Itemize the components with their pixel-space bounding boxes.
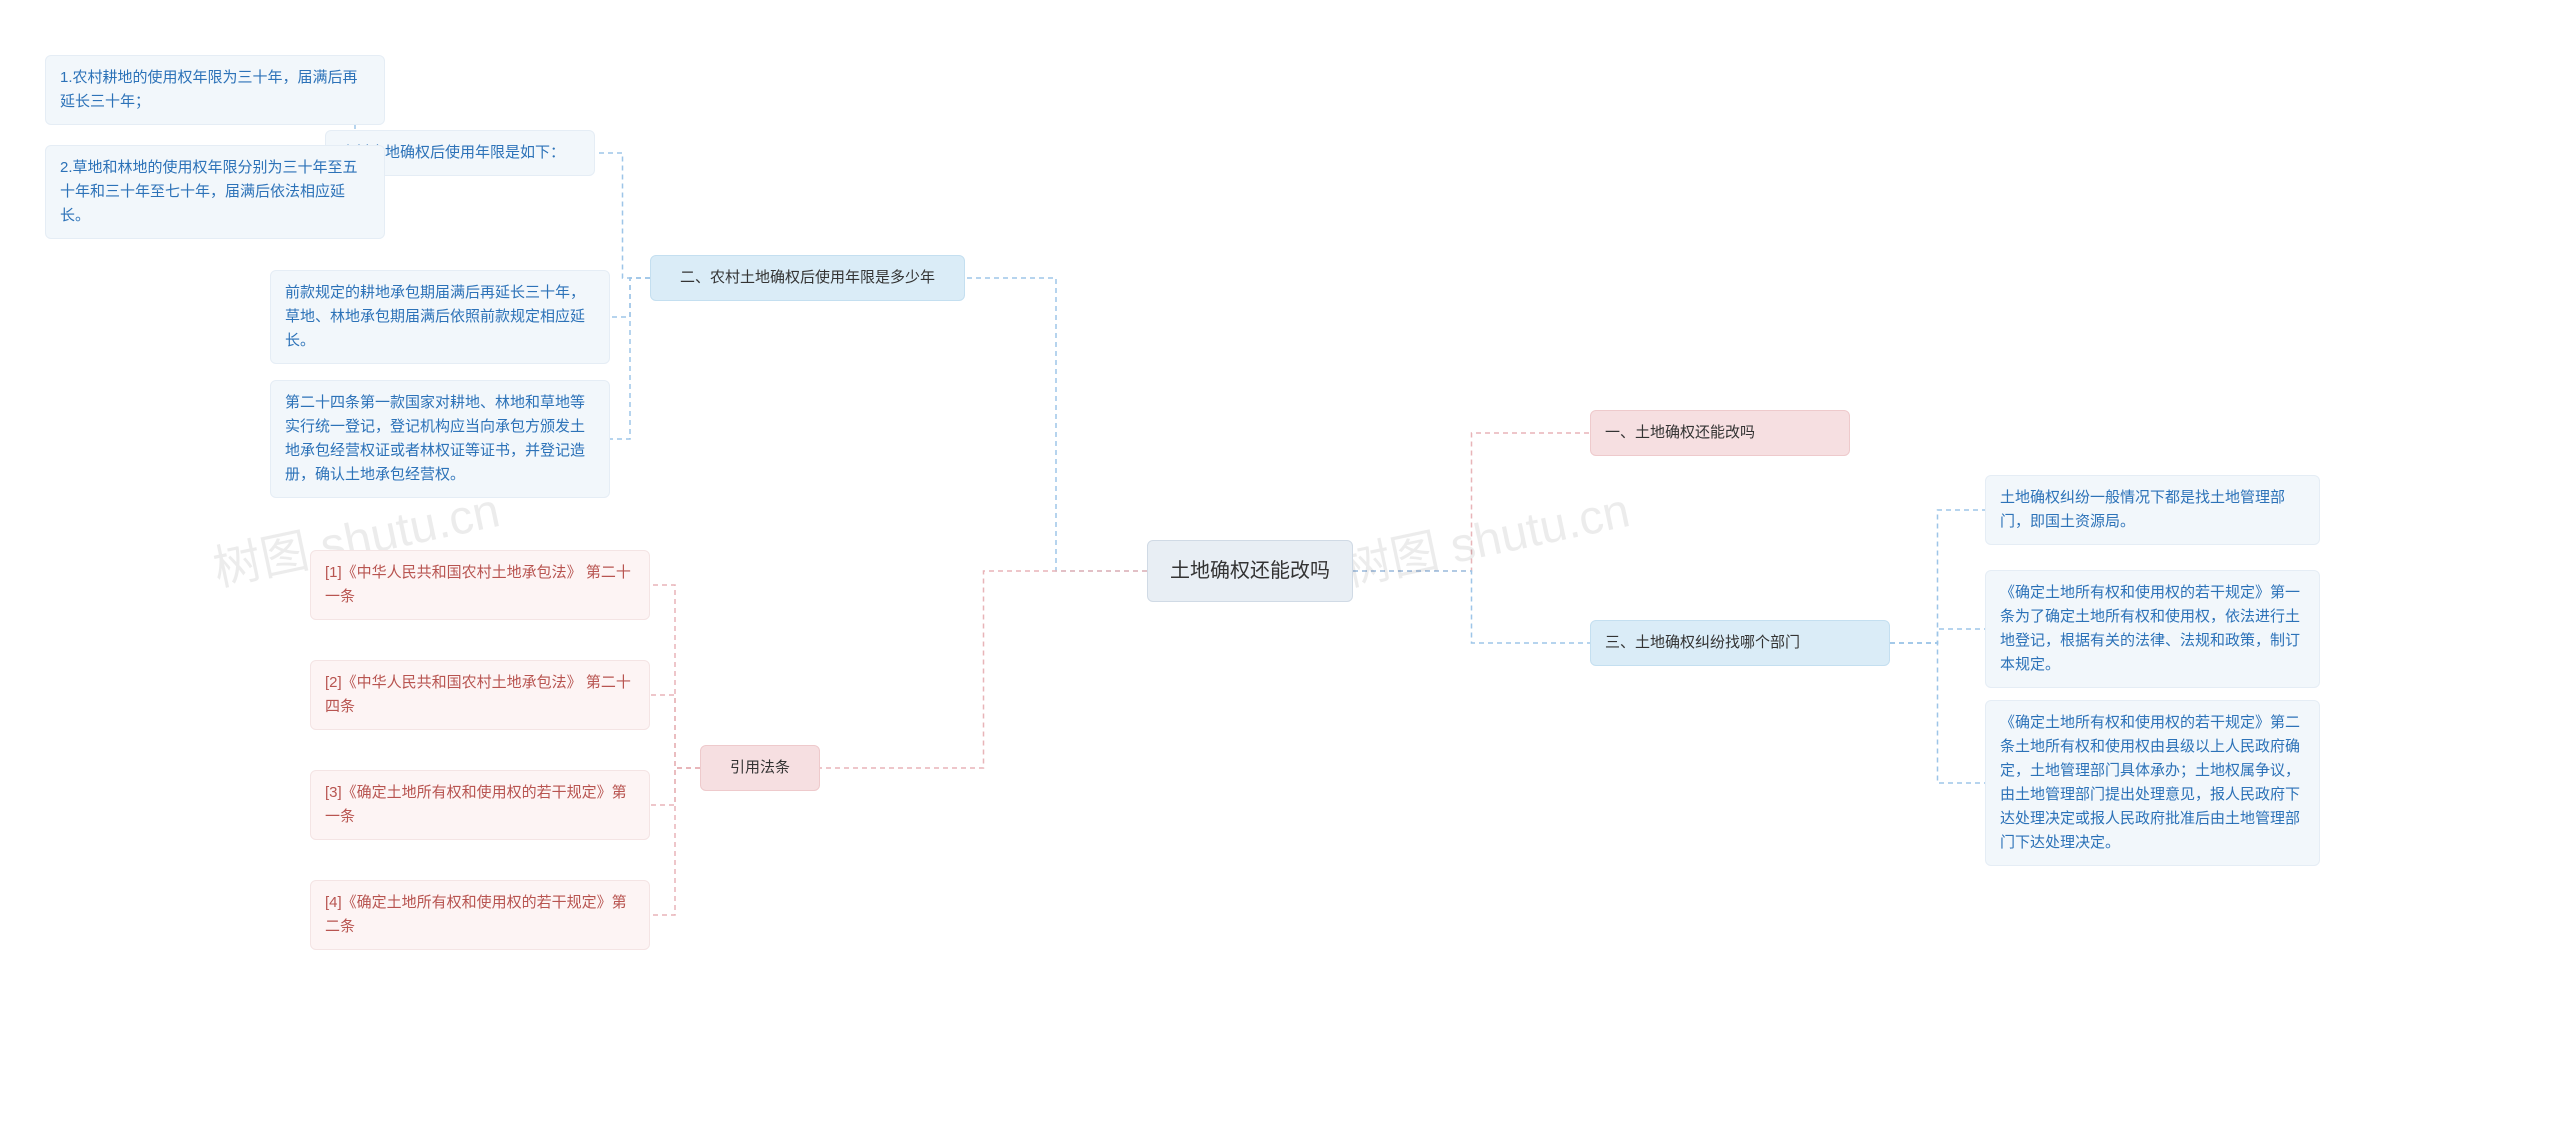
branch-1-label: 一、土地确权还能改吗 xyxy=(1605,424,1755,441)
cite-child-1-text: [2]《中华人民共和国农村土地承包法》 第二十四条 xyxy=(325,674,631,715)
branch-2-label: 二、农村土地确权后使用年限是多少年 xyxy=(680,269,935,286)
root-label: 土地确权还能改吗 xyxy=(1170,560,1330,582)
branch-2-sub-child-0-text: 1.农村耕地的使用权年限为三十年，届满后再延长三十年； xyxy=(60,69,358,110)
branch-2-child-0: 前款规定的耕地承包期届满后再延长三十年，草地、林地承包期届满后依照前款规定相应延… xyxy=(270,270,610,364)
cite-child-2: [3]《确定土地所有权和使用权的若干规定》第一条 xyxy=(310,770,650,840)
branch-3-child-1: 《确定土地所有权和使用权的若干规定》第一条为了确定土地所有权和使用权，依法进行土… xyxy=(1985,570,2320,688)
cite-child-0-text: [1]《中华人民共和国农村土地承包法》 第二十一条 xyxy=(325,564,631,605)
branch-2[interactable]: 二、农村土地确权后使用年限是多少年 xyxy=(650,255,965,301)
branch-3[interactable]: 三、土地确权纠纷找哪个部门 xyxy=(1590,620,1890,666)
branch-2-sub-child-1: 2.草地和林地的使用权年限分别为三十年至五十年和三十年至七十年，届满后依法相应延… xyxy=(45,145,385,239)
branch-2-child-0-text: 前款规定的耕地承包期届满后再延长三十年，草地、林地承包期届满后依照前款规定相应延… xyxy=(285,284,585,349)
branch-3-child-0: 土地确权纠纷一般情况下都是找土地管理部门，即国土资源局。 xyxy=(1985,475,2320,545)
branch-2-child-1-text: 第二十四条第一款国家对耕地、林地和草地等实行统一登记，登记机构应当向承包方颁发土… xyxy=(285,394,585,483)
root-node[interactable]: 土地确权还能改吗 xyxy=(1147,540,1353,602)
branch-cite-label: 引用法条 xyxy=(730,759,790,776)
cite-child-3: [4]《确定土地所有权和使用权的若干规定》第二条 xyxy=(310,880,650,950)
cite-child-3-text: [4]《确定土地所有权和使用权的若干规定》第二条 xyxy=(325,894,627,935)
cite-child-0: [1]《中华人民共和国农村土地承包法》 第二十一条 xyxy=(310,550,650,620)
cite-child-1: [2]《中华人民共和国农村土地承包法》 第二十四条 xyxy=(310,660,650,730)
branch-cite[interactable]: 引用法条 xyxy=(700,745,820,791)
branch-3-child-2: 《确定土地所有权和使用权的若干规定》第二条土地所有权和使用权由县级以上人民政府确… xyxy=(1985,700,2320,866)
cite-child-2-text: [3]《确定土地所有权和使用权的若干规定》第一条 xyxy=(325,784,627,825)
watermark-2: 树图 shutu.cn xyxy=(1336,471,1635,600)
branch-2-sub-child-0: 1.农村耕地的使用权年限为三十年，届满后再延长三十年； xyxy=(45,55,385,125)
branch-3-child-2-text: 《确定土地所有权和使用权的若干规定》第二条土地所有权和使用权由县级以上人民政府确… xyxy=(2000,714,2300,851)
branch-2-child-1: 第二十四条第一款国家对耕地、林地和草地等实行统一登记，登记机构应当向承包方颁发土… xyxy=(270,380,610,498)
branch-2-sub-child-1-text: 2.草地和林地的使用权年限分别为三十年至五十年和三十年至七十年，届满后依法相应延… xyxy=(60,159,358,224)
branch-3-label: 三、土地确权纠纷找哪个部门 xyxy=(1605,634,1800,651)
branch-3-child-0-text: 土地确权纠纷一般情况下都是找土地管理部门，即国土资源局。 xyxy=(2000,489,2285,530)
branch-1[interactable]: 一、土地确权还能改吗 xyxy=(1590,410,1850,456)
branch-3-child-1-text: 《确定土地所有权和使用权的若干规定》第一条为了确定土地所有权和使用权，依法进行土… xyxy=(2000,584,2300,673)
